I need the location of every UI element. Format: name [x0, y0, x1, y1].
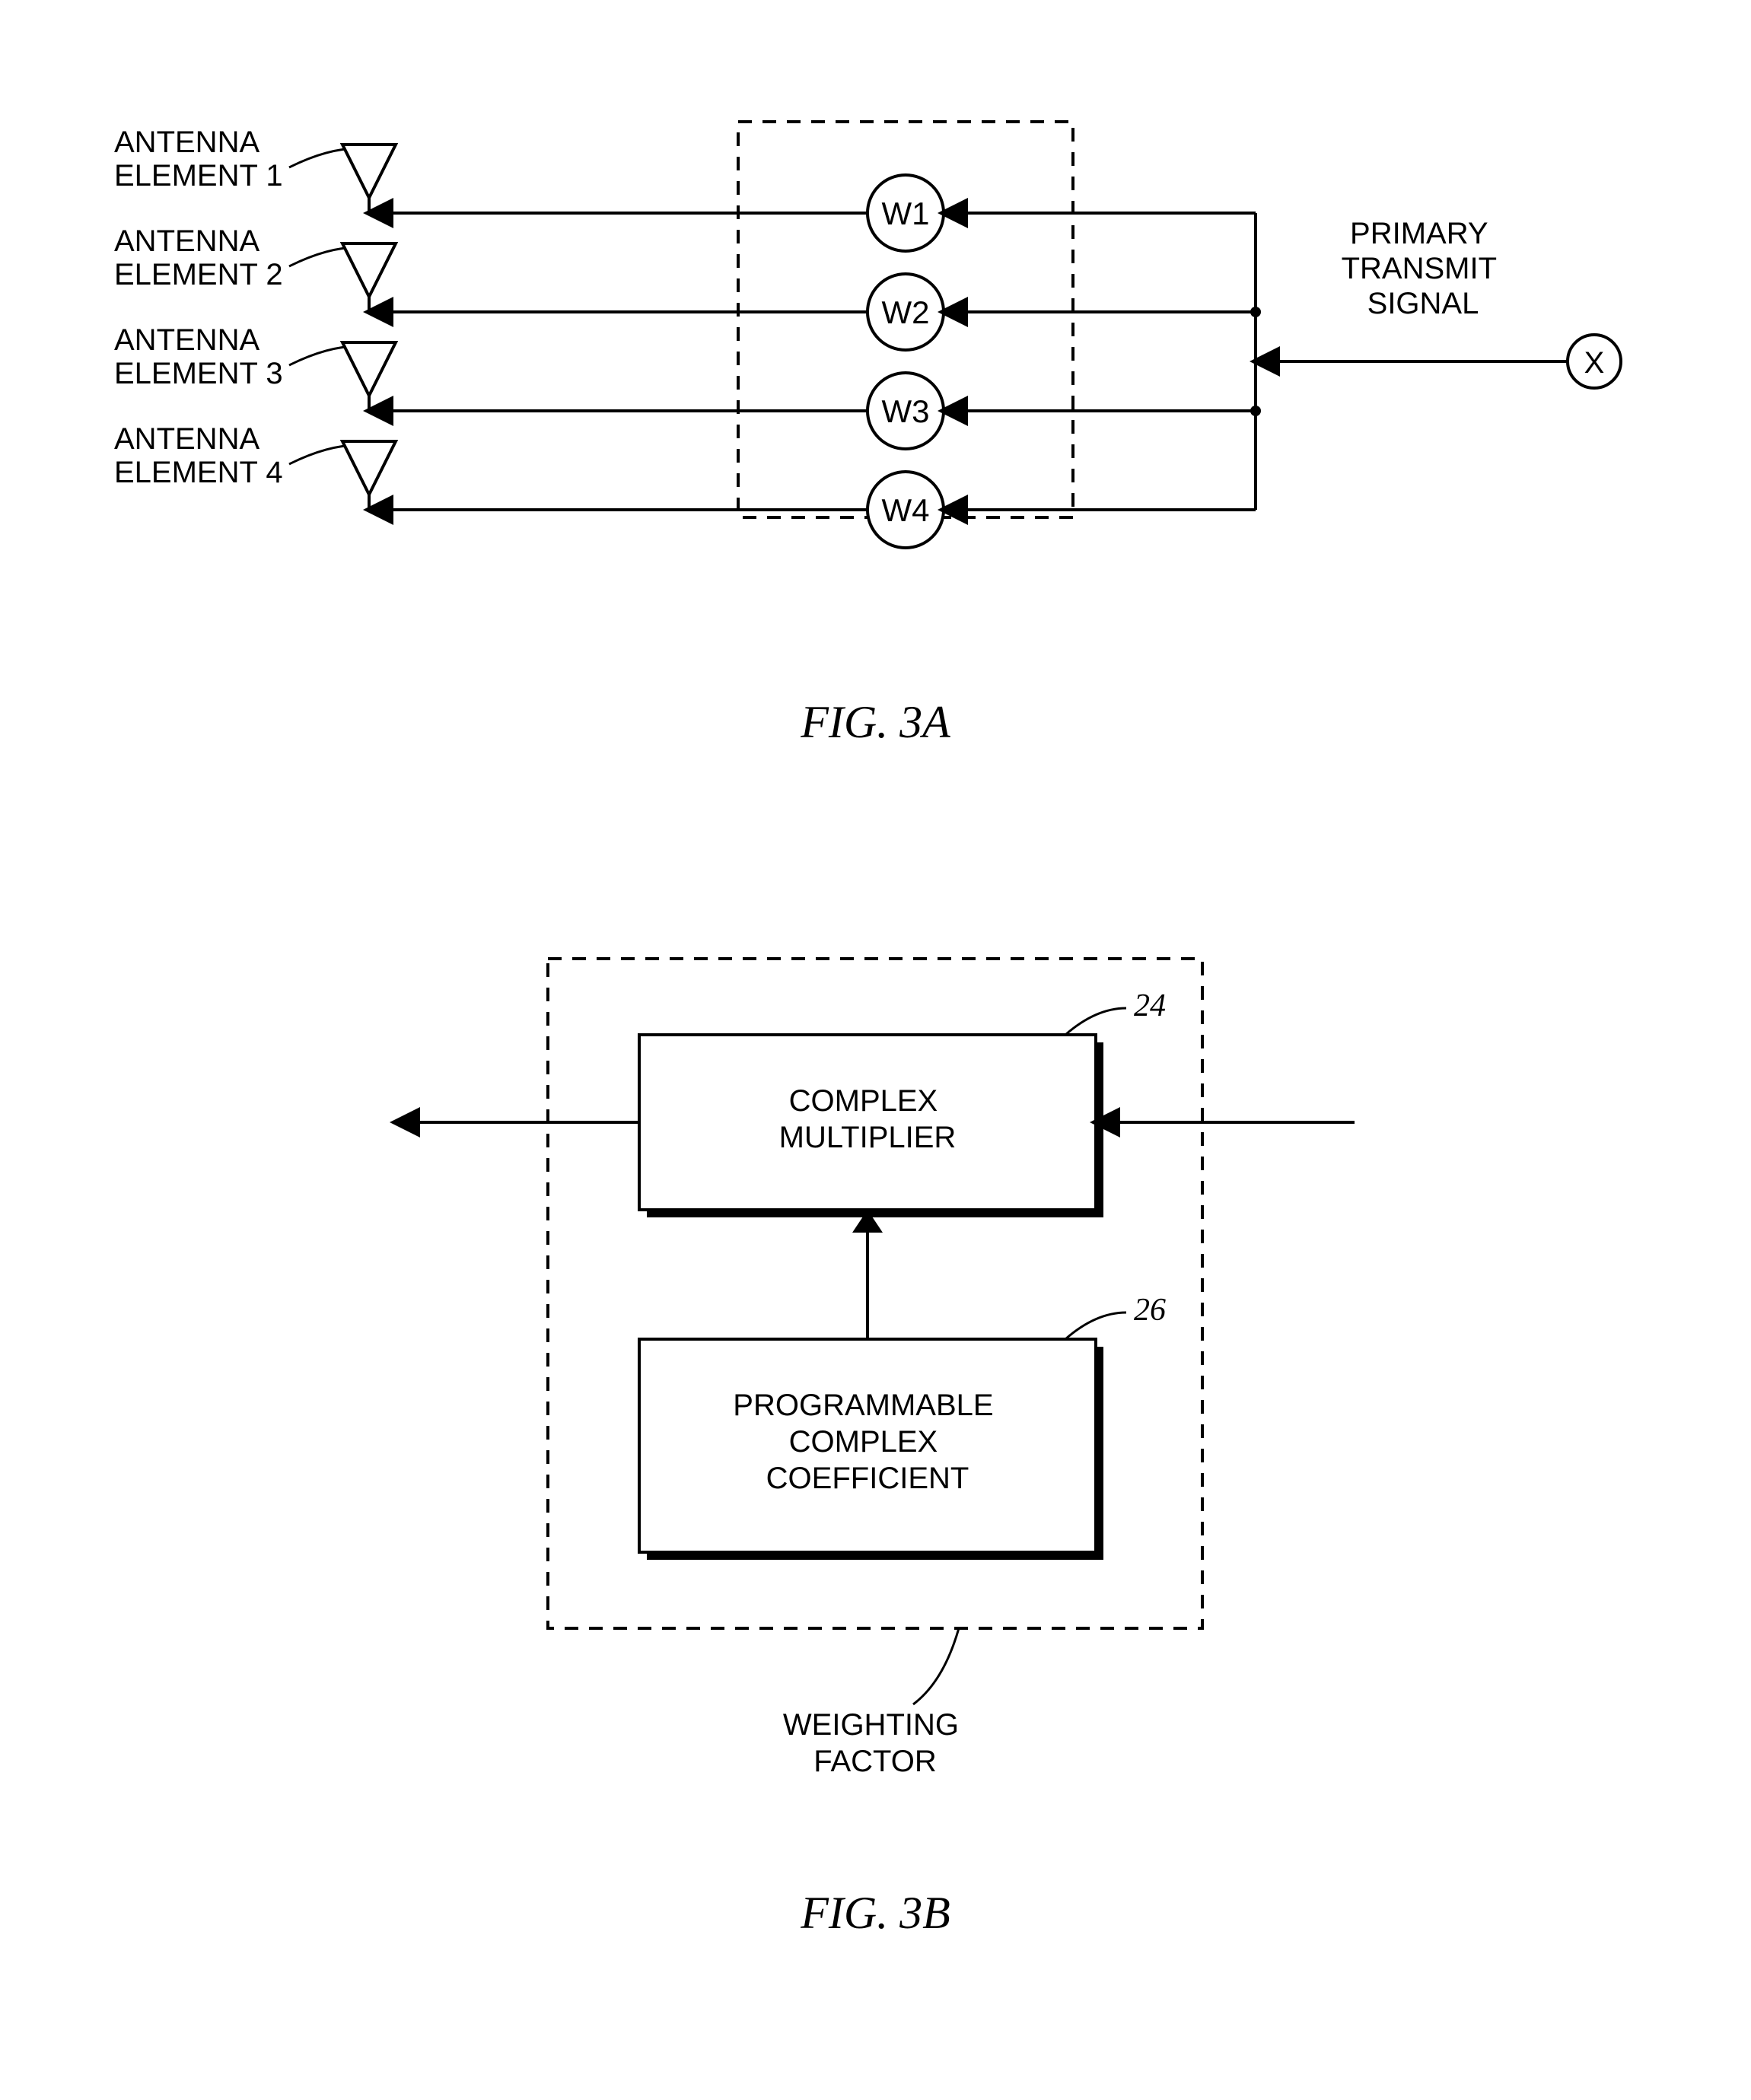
svg-text:W1: W1 — [882, 196, 930, 231]
programmable-coefficient-box: PROGRAMMABLE COMPLEX COEFFICIENT 26 — [639, 1293, 1166, 1560]
antenna-icon — [342, 441, 396, 495]
antenna-icon — [342, 145, 396, 198]
complex-multiplier-box: COMPLEX MULTIPLIER 24 — [639, 988, 1166, 1217]
fig-3a-svg: ANTENNA ELEMENT 1 W1 ANTENNA ELEMENT 2 — [114, 107, 1636, 578]
svg-text:W4: W4 — [882, 492, 930, 528]
svg-text:W2: W2 — [882, 294, 930, 330]
antenna-row-4: ANTENNA ELEMENT 4 W4 — [114, 422, 1256, 548]
svg-text:ANTENNA ELEMENT 1: ANTENNA ELEMENT 1 — [114, 126, 283, 192]
fig-3b-label: FIG. 3B — [0, 1887, 1751, 1939]
antenna-row-1: ANTENNA ELEMENT 1 W1 — [114, 126, 1256, 251]
antenna-row-2: ANTENNA ELEMENT 2 W2 — [114, 224, 1261, 350]
fig-3a-label: FIG. 3A — [0, 696, 1751, 749]
primary-transmit-signal-label: PRIMARY TRANSMIT SIGNAL — [1342, 217, 1505, 320]
svg-text:W3: W3 — [882, 393, 930, 429]
antenna-row-3: ANTENNA ELEMENT 3 W3 — [114, 323, 1261, 449]
svg-text:ANTENNA ELEMENT 3: ANTENNA ELEMENT 3 — [114, 323, 283, 390]
fig-3a-container: ANTENNA ELEMENT 1 W1 ANTENNA ELEMENT 2 — [114, 107, 1636, 578]
fig-3b-container: COMPLEX MULTIPLIER 24 PROGRAMMABLE COMPL… — [365, 913, 1385, 1826]
antenna-icon — [342, 243, 396, 297]
input-node-x-label: X — [1584, 346, 1605, 380]
fig-3b-svg: COMPLEX MULTIPLIER 24 PROGRAMMABLE COMPL… — [365, 913, 1385, 1826]
antenna-icon — [342, 342, 396, 396]
weighting-factor-caption: WEIGHTING FACTOR — [783, 1708, 967, 1778]
ref-26: 26 — [1134, 1293, 1166, 1328]
svg-text:ANTENNA ELEMENT 2: ANTENNA ELEMENT 2 — [114, 224, 283, 291]
ref-24: 24 — [1134, 988, 1166, 1023]
svg-text:ANTENNA ELEMENT 4: ANTENNA ELEMENT 4 — [114, 422, 283, 489]
